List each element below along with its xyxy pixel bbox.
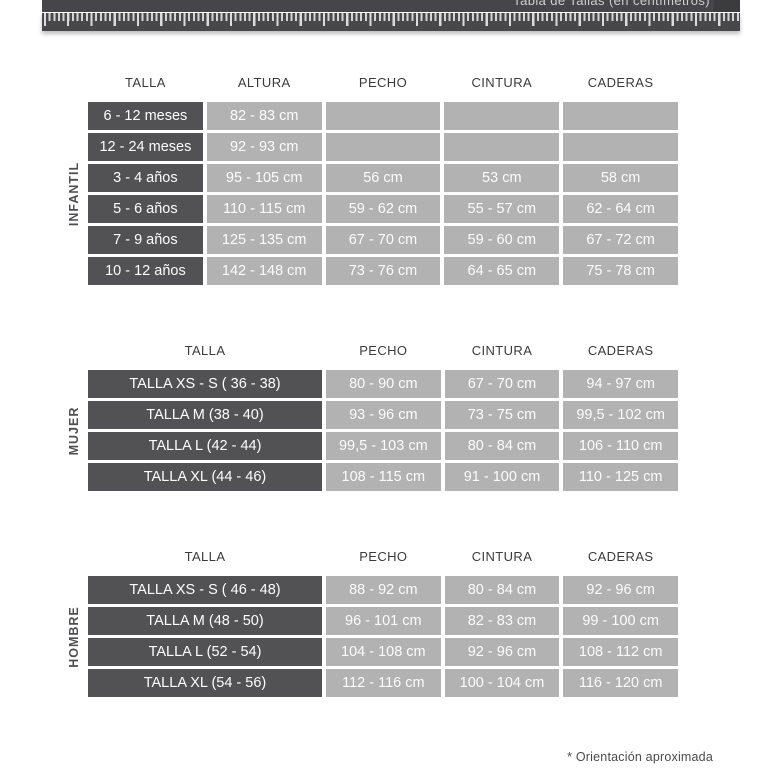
column-header: PECHO (359, 548, 408, 564)
column-header: CINTURA (471, 342, 533, 358)
size-label-cell: TALLA M (48 - 50) (88, 607, 322, 635)
column-header: TALLA (184, 342, 226, 358)
measuring-tape-icon (42, 13, 740, 31)
value-cell: 110 - 115 cm (206, 195, 322, 223)
value-cell: 62 - 64 cm (563, 195, 678, 223)
table-mujer: TALLA PECHO CINTURA CADERAS TALLA XS - S ( … (88, 342, 678, 491)
size-label-cell: TALLA XS - S ( 46 - 48) (88, 576, 322, 604)
value-cell: 92 - 93 cm (206, 133, 322, 161)
value-cell: 73 - 75 cm (444, 401, 560, 429)
size-label-cell: TALLA L (52 - 54) (88, 638, 322, 666)
value-cell: 94 - 97 cm (563, 370, 678, 398)
column-header: CINTURA (471, 74, 533, 90)
value-cell: 59 - 60 cm (444, 226, 560, 254)
value-cell: 73 - 76 cm (325, 257, 441, 285)
table-grid-hombre: TALLA XS - S ( 46 - 48) 88 - 92 cm 80 - 84… (88, 576, 678, 697)
value-cell: 99,5 - 102 cm (563, 401, 678, 429)
value-cell: 75 - 78 cm (563, 257, 678, 285)
value-cell (563, 133, 678, 161)
size-label-cell: 12 - 24 meses (88, 133, 203, 161)
size-label-cell: TALLA M (38 - 40) (88, 401, 322, 429)
column-header: PECHO (359, 342, 408, 358)
size-label-cell: 6 - 12 meses (88, 102, 203, 130)
value-cell: 80 - 84 cm (444, 432, 560, 460)
value-cell: 108 - 115 cm (326, 463, 441, 491)
size-label-cell: TALLA L (42 - 44) (88, 432, 322, 460)
value-cell: 59 - 62 cm (325, 195, 441, 223)
column-header: CADERAS (587, 548, 654, 564)
value-cell: 142 - 148 cm (206, 257, 322, 285)
value-cell: 91 - 100 cm (444, 463, 560, 491)
value-cell: 108 - 112 cm (563, 638, 678, 666)
size-label-cell: 3 - 4 años (88, 164, 203, 192)
table-grid-mujer: TALLA XS - S ( 36 - 38) 80 - 90 cm 67 - 70… (88, 370, 678, 491)
value-cell: 53 cm (444, 164, 560, 192)
group-label-hombre: HOMBRE (67, 606, 81, 668)
column-header: CADERAS (587, 342, 654, 358)
value-cell (325, 102, 441, 130)
value-cell: 67 - 70 cm (325, 226, 441, 254)
size-label-cell: TALLA XS - S ( 36 - 38) (88, 370, 322, 398)
value-cell (444, 102, 560, 130)
column-header: CADERAS (587, 74, 654, 90)
value-cell: 64 - 65 cm (444, 257, 560, 285)
column-header: TALLA (125, 74, 166, 90)
value-cell: 95 - 105 cm (206, 164, 322, 192)
table-infantil: TALLA ALTURA PECHO CINTURA CADERAS 6 - 12 me… (88, 74, 678, 285)
value-cell: 80 - 84 cm (444, 576, 560, 604)
column-headers-infantil: TALLA ALTURA PECHO CINTURA CADERAS (88, 74, 678, 90)
group-label-mujer: MUJER (67, 406, 81, 456)
size-label-cell: TALLA XL (44 - 46) (88, 463, 322, 491)
footnote: * Orientación aproximada (567, 750, 713, 764)
value-cell (444, 133, 560, 161)
column-header: PECHO (358, 74, 408, 90)
value-cell: 92 - 96 cm (563, 576, 678, 604)
value-cell (325, 133, 441, 161)
title-bar-end-cap (714, 0, 740, 12)
value-cell: 58 cm (563, 164, 678, 192)
group-label-infantil: INFANTIL (67, 161, 81, 227)
column-header: ALTURA (237, 74, 291, 90)
value-cell: 67 - 72 cm (563, 226, 678, 254)
value-cell: 106 - 110 cm (563, 432, 678, 460)
value-cell: 56 cm (325, 164, 441, 192)
value-cell: 92 - 96 cm (444, 638, 560, 666)
value-cell: 82 - 83 cm (444, 607, 560, 635)
column-header: CINTURA (471, 548, 533, 564)
value-cell: 104 - 108 cm (326, 638, 441, 666)
value-cell: 99,5 - 103 cm (326, 432, 441, 460)
value-cell: 67 - 70 cm (444, 370, 560, 398)
size-label-cell: TALLA XL (54 - 56) (88, 669, 322, 697)
size-label-cell: 7 - 9 años (88, 226, 203, 254)
table-grid-infantil: 6 - 12 meses 82 - 83 cm 12 - 24 meses 92 - … (88, 102, 678, 285)
value-cell: 88 - 92 cm (326, 576, 441, 604)
column-headers-hombre: TALLA PECHO CINTURA CADERAS (88, 548, 678, 564)
value-cell: 55 - 57 cm (444, 195, 560, 223)
value-cell: 100 - 104 cm (444, 669, 560, 697)
value-cell (563, 102, 678, 130)
value-cell: 93 - 96 cm (326, 401, 441, 429)
value-cell: 125 - 135 cm (206, 226, 322, 254)
value-cell: 99 - 100 cm (563, 607, 678, 635)
page-title: Tabla de Tallas (en centímetros) (513, 0, 710, 8)
table-hombre: TALLA PECHO CINTURA CADERAS TALLA XS - S ( … (88, 548, 678, 697)
size-label-cell: 10 - 12 años (88, 257, 203, 285)
value-cell: 110 - 125 cm (563, 463, 678, 491)
value-cell: 116 - 120 cm (563, 669, 678, 697)
value-cell: 80 - 90 cm (326, 370, 441, 398)
column-header: TALLA (184, 548, 226, 564)
value-cell: 112 - 116 cm (326, 669, 441, 697)
title-bar: Tabla de Tallas (en centímetros) (42, 0, 740, 12)
column-headers-mujer: TALLA PECHO CINTURA CADERAS (88, 342, 678, 358)
value-cell: 96 - 101 cm (326, 607, 441, 635)
value-cell: 82 - 83 cm (206, 102, 322, 130)
size-label-cell: 5 - 6 años (88, 195, 203, 223)
